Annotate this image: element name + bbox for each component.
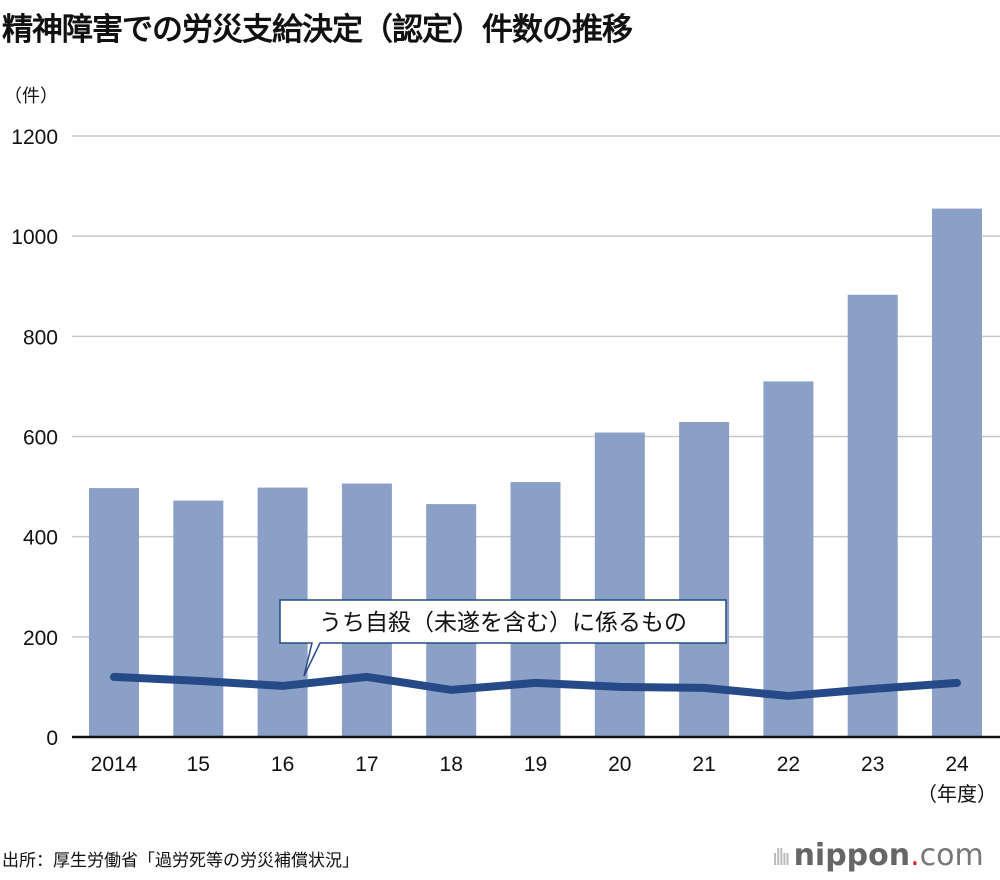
chart: 0 200 400 600 800 1000 1200 2014 15 16 17 18 19 20 21 2…: [11, 126, 1000, 806]
bar-20: [594, 432, 645, 737]
logo-bars-icon: ıllıı: [772, 846, 790, 871]
x-tick-label: 15: [187, 753, 210, 776]
y-axis-unit: （件）: [4, 86, 58, 107]
nippon-logo: ıllıı nippon.com: [772, 838, 984, 873]
x-tick-label: 22: [777, 753, 800, 776]
bar-2014: [89, 488, 139, 737]
bar-24: [932, 208, 982, 737]
source-note: 出所：厚生労働省「過労死等の労災補償状況」: [2, 851, 359, 871]
y-tick-label: 0: [46, 727, 58, 750]
bar-23: [847, 294, 898, 737]
y-tick-label: 800: [23, 326, 58, 349]
y-tick-label: 400: [23, 527, 58, 550]
line-series-label: うち自殺（未遂を含む）に係るもの: [319, 610, 687, 636]
chart-title: 精神障害での労災支給決定（認定）件数の推移: [2, 12, 633, 48]
x-tick-label: 24: [945, 753, 969, 776]
bar-15: [173, 500, 224, 737]
y-tick-label: 1000: [11, 226, 58, 249]
y-tick-label: 600: [23, 427, 58, 450]
x-tick-label: 20: [608, 753, 631, 776]
x-tick-label: 23: [861, 753, 884, 776]
x-axis-unit: （年度）: [917, 782, 997, 806]
x-tick-label: 18: [440, 753, 463, 776]
y-tick-label: 200: [23, 627, 58, 650]
x-tick-label: 19: [524, 753, 547, 776]
x-tick-label: 17: [355, 753, 378, 776]
bar-22: [763, 381, 814, 737]
y-tick-label: 1200: [11, 126, 58, 149]
callout-box: [279, 599, 727, 677]
x-tick-label: 2014: [91, 753, 138, 776]
x-tick-label: 16: [271, 753, 294, 776]
x-tick-label: 21: [692, 753, 715, 776]
